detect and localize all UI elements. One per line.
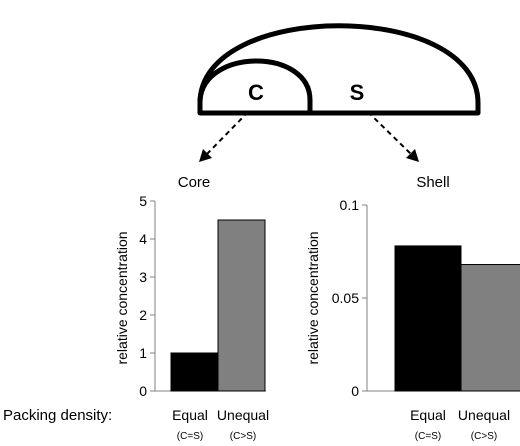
shell-y-axis-label: relative concentration — [305, 231, 321, 364]
shell-chart: 0 0.05 0.1 relative concentration — [305, 197, 520, 399]
core-arrowhead — [199, 149, 212, 162]
shell-letter: S — [350, 80, 365, 105]
shell-bars — [394, 245, 520, 392]
shell-outline — [197, 23, 481, 116]
core-letter: C — [248, 80, 264, 105]
core-cat-unequal-sub: (C>S) — [230, 431, 256, 442]
shell-y-tick-label: 0.05 — [332, 290, 359, 306]
core-arrow — [205, 111, 249, 156]
shell-label: Shell — [416, 174, 449, 191]
core-cat-unequal: Unequal — [217, 407, 269, 423]
core-outline — [197, 58, 313, 113]
core-bars — [170, 219, 266, 392]
core-y-tick-label: 5 — [139, 193, 147, 209]
shell-arrowhead — [406, 149, 419, 162]
shell-cat-equal-sub: (C=S) — [415, 431, 441, 442]
x-axis-labels: Packing density: Equal (C=S) Unequal (C>… — [3, 407, 510, 442]
shell-y-ticks: 0 0.05 0.1 — [332, 197, 367, 399]
core-bar-unequal — [217, 219, 266, 392]
core-shell-diagram: C S Core Shell — [178, 23, 481, 191]
core-y-tick-label: 2 — [139, 307, 147, 323]
shell-cat-unequal: Unequal — [458, 407, 510, 423]
shell-arrow — [367, 111, 413, 156]
core-y-tick-label: 0 — [139, 383, 147, 399]
shell-bar-equal — [394, 245, 462, 392]
core-y-axis-label: relative concentration — [114, 231, 130, 364]
shell-cat-unequal-sub: (C>S) — [471, 431, 497, 442]
core-bar-equal — [170, 352, 219, 392]
core-label: Core — [178, 174, 211, 191]
core-chart: 0 1 2 3 4 5 relative concentration — [114, 193, 266, 399]
shell-y-tick-label: 0.1 — [340, 197, 360, 213]
core-cat-equal-sub: (C=S) — [177, 431, 203, 442]
shell-bar-unequal — [460, 264, 520, 392]
shell-y-tick-label: 0 — [351, 383, 359, 399]
core-y-tick-label: 1 — [139, 345, 147, 361]
core-y-tick-label: 4 — [139, 231, 147, 247]
packing-density-label: Packing density: — [3, 407, 112, 424]
core-cat-equal: Equal — [172, 407, 208, 423]
core-y-tick-label: 3 — [139, 269, 147, 285]
core-y-ticks: 0 1 2 3 4 5 — [139, 193, 155, 399]
shell-cat-equal: Equal — [410, 407, 446, 423]
